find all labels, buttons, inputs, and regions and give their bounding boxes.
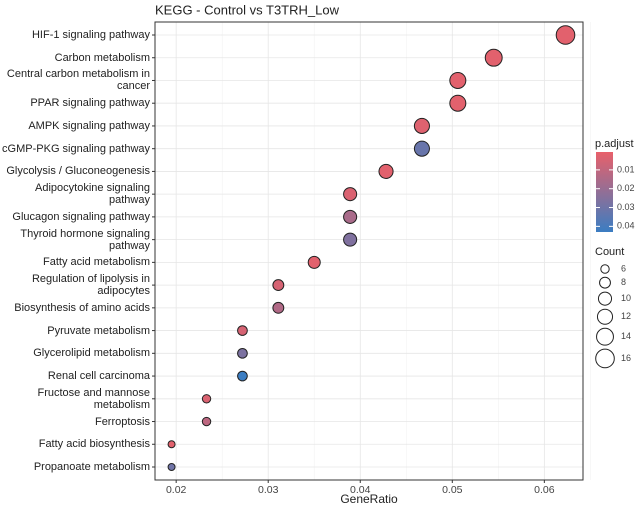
dot <box>201 416 212 427</box>
size-legend-key <box>597 291 613 306</box>
dot <box>413 117 430 134</box>
y-tick-label: Ferroptosis <box>94 415 150 428</box>
panel <box>155 22 583 480</box>
x-axis-title: GeneRatio <box>340 492 398 506</box>
y-tick-label: AMPK signaling pathway <box>28 119 150 132</box>
y-tick-label: cGMP-PKG signaling pathway <box>2 142 150 155</box>
dot <box>343 187 358 202</box>
colorbar-label: 0.02 <box>617 183 635 193</box>
y-tick-label: Regulation of lipolysis in adipocytes <box>31 273 150 298</box>
size-legend-key <box>596 327 614 346</box>
dot <box>237 325 248 336</box>
dot <box>378 163 394 179</box>
size-legend-key <box>599 276 611 289</box>
size-legend-label: 16 <box>621 353 631 363</box>
x-tick-label: 0.06 <box>534 484 555 496</box>
y-tick-label: Thyroid hormone signaling pathway <box>20 227 150 252</box>
y-tick-label: HIF-1 signaling pathway <box>31 29 150 41</box>
dot <box>413 140 430 157</box>
y-tick-label: Glycolysis / Gluconeogenesis <box>6 165 150 178</box>
dot <box>307 255 321 269</box>
dot <box>272 301 285 314</box>
y-tick-label: Propanoate metabolism <box>33 461 150 473</box>
colorbar-label: 0.04 <box>617 221 635 231</box>
dot <box>343 232 358 247</box>
size-legend-label: 6 <box>621 263 626 273</box>
dot <box>555 25 576 45</box>
dot <box>272 279 285 292</box>
y-tick-label: Glycerolipid metabolism <box>33 347 150 360</box>
size-legend-label: 12 <box>621 311 631 321</box>
size-legend-label: 14 <box>621 331 631 341</box>
y-tick-label: Pyruvate metabolism <box>47 324 150 337</box>
size-legend-key <box>600 264 610 274</box>
size-legend-label: 8 <box>621 277 626 287</box>
size-legend-title: Count <box>595 246 624 258</box>
dot <box>237 370 248 382</box>
colorbar-label: 0.01 <box>617 164 635 174</box>
size-legend-key <box>596 308 614 325</box>
chart-title: KEGG - Control vs T3TRH_Low <box>155 2 340 17</box>
y-tick-label: Central carbon metabolism in cancer <box>6 68 150 93</box>
panel-border <box>154 21 584 481</box>
x-tick-label: 0.02 <box>166 484 187 496</box>
color-legend-title: p.adjust <box>595 138 634 150</box>
colorbar <box>596 152 613 232</box>
y-tick-label: Carbon metabolism <box>54 51 150 64</box>
y-tick-label: Fructose and mannose metabolism <box>37 386 150 411</box>
dot <box>449 71 467 89</box>
dot <box>167 463 176 471</box>
y-tick-label: Biosynthesis of amino acids <box>14 301 150 314</box>
colorbar-label: 0.03 <box>617 202 635 212</box>
dot <box>167 440 176 449</box>
size-legend-label: 10 <box>621 293 631 303</box>
dot <box>343 209 358 224</box>
dot <box>201 394 212 404</box>
x-tick-label: 0.05 <box>442 484 463 496</box>
size-legend-key <box>595 348 615 369</box>
x-tick-label: 0.04 <box>350 484 371 496</box>
y-tick-label: Fatty acid metabolism <box>43 256 150 269</box>
dot <box>237 347 248 359</box>
y-tick-label: Glucagon signaling pathway <box>12 210 150 223</box>
x-tick-label: 0.03 <box>258 484 279 496</box>
dot <box>449 94 467 112</box>
dot <box>484 48 503 67</box>
y-tick-label: Renal cell carcinoma <box>47 370 150 383</box>
y-tick-label: PPAR signaling pathway <box>30 97 150 110</box>
y-tick-label: Adipocytokine signaling pathway <box>35 182 150 207</box>
y-tick-label: Fatty acid biosynthesis <box>38 438 150 451</box>
